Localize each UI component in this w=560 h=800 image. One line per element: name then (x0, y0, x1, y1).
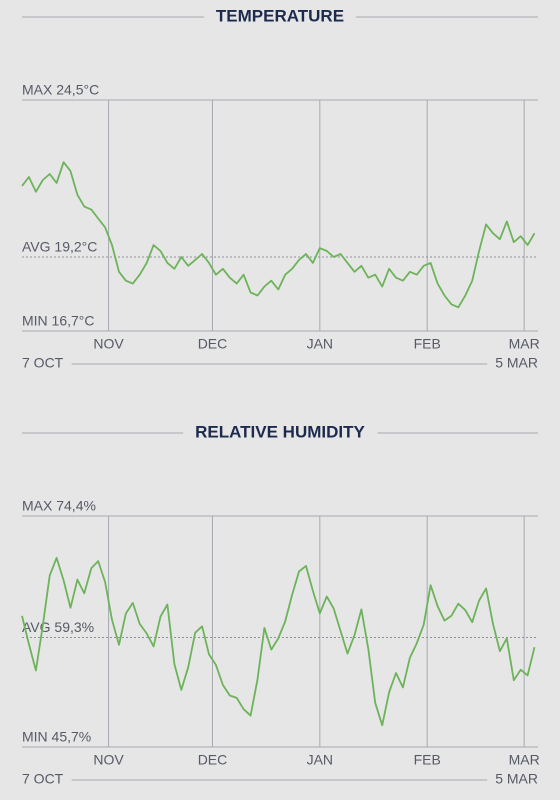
data-line (21, 557, 536, 727)
y-tick-label: MAX 74,4% (22, 498, 96, 514)
x-tick-label: NOV (93, 752, 124, 768)
range-end: 5 MAR (495, 355, 538, 371)
y-tick-label: MIN 16,7°C (22, 313, 95, 329)
y-tick-label: AVG 19,2°C (22, 239, 97, 255)
x-tick-label: FEB (414, 336, 441, 352)
range-end: 5 MAR (495, 771, 538, 787)
chart-title: RELATIVE HUMIDITY (195, 422, 365, 441)
x-tick-label: MAR (509, 752, 540, 768)
range-start: 7 OCT (22, 771, 64, 787)
range-start: 7 OCT (22, 355, 64, 371)
y-tick-label: MAX 24,5°C (22, 82, 99, 98)
data-line (21, 161, 536, 309)
y-tick-label: MIN 45,7% (22, 729, 91, 745)
x-tick-label: JAN (307, 336, 333, 352)
x-tick-label: DEC (198, 752, 228, 768)
x-tick-label: MAR (509, 336, 540, 352)
y-tick-label: AVG 59,3% (22, 619, 94, 635)
x-tick-label: NOV (93, 336, 124, 352)
x-tick-label: DEC (198, 336, 228, 352)
chart-title: TEMPERATURE (216, 6, 344, 25)
x-tick-label: JAN (307, 752, 333, 768)
x-tick-label: FEB (414, 752, 441, 768)
